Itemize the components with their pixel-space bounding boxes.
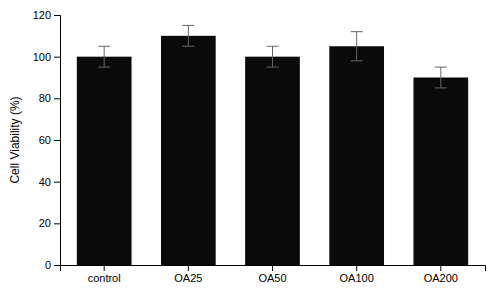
marks [77, 25, 468, 265]
error-stem [440, 67, 441, 88]
bar [413, 78, 468, 266]
error-cap [351, 60, 363, 61]
y-tick-mark [54, 265, 60, 266]
y-tick-mark [54, 15, 60, 16]
y-tick-label: 120 [33, 9, 51, 21]
error-cap [351, 31, 363, 32]
chart: control OA25 OA50 OA100 OA200 0 20 40 60 80 100 120… [0, 0, 500, 300]
x-tick-label: OA25 [174, 272, 202, 284]
x-tick-mark [188, 265, 189, 271]
x-tick: OA100 [340, 265, 374, 284]
y-tick: 20 [39, 217, 60, 229]
x-tick-mark [272, 265, 273, 271]
y-tick-mark [54, 140, 60, 141]
y-tick-label: 100 [33, 51, 51, 63]
y-axis: 0 20 40 60 80 100 120 [33, 9, 61, 271]
error-cap [435, 87, 447, 88]
y-tick-mark [54, 98, 60, 99]
y-tick-label: 0 [45, 259, 51, 271]
y-tick: 40 [39, 176, 60, 188]
error-bar [98, 46, 110, 67]
error-cap [98, 67, 110, 68]
x-tick: OA25 [174, 265, 202, 284]
y-tick-mark [54, 57, 60, 58]
bar [77, 57, 132, 265]
x-tick: OA200 [424, 265, 458, 284]
error-stem [356, 32, 357, 61]
error-cap [267, 46, 279, 47]
y-tick-label: 20 [39, 217, 51, 229]
x-tick-label: OA200 [424, 272, 458, 284]
error-cap [98, 46, 110, 47]
x-tick-label: OA100 [340, 272, 374, 284]
bar [161, 36, 216, 265]
x-tick-mark [440, 265, 441, 271]
error-stem [272, 46, 273, 67]
error-cap [182, 25, 194, 26]
bar [329, 46, 384, 265]
error-bar [182, 25, 194, 46]
y-tick-mark [54, 223, 60, 224]
y-axis-line [54, 16, 61, 266]
error-stem [188, 25, 189, 46]
error-bar [435, 67, 447, 88]
x-tick-label: control [88, 272, 121, 284]
y-axis-title: Cell Viability (%) [8, 96, 22, 183]
error-stem [104, 46, 105, 67]
x-tick-mark [104, 265, 105, 271]
y-tick: 120 [33, 9, 60, 21]
y-tick-label: 40 [39, 176, 51, 188]
x-tick: control [88, 265, 121, 284]
y-tick-mark [54, 182, 60, 183]
y-tick: 100 [33, 51, 60, 63]
x-axis-line [61, 266, 486, 272]
y-tick: 80 [39, 92, 60, 104]
bar [245, 57, 300, 265]
y-tick-label: 80 [39, 92, 51, 104]
error-bar [351, 32, 363, 61]
error-bar [267, 46, 279, 67]
y-tick: 60 [39, 134, 60, 146]
error-cap [267, 67, 279, 68]
y-tick-label: 60 [39, 134, 51, 146]
plot: control OA25 OA50 OA100 OA200 0 20 40 60 80 100 120 [33, 9, 486, 284]
x-tick-mark [356, 265, 357, 271]
y-tick: 0 [45, 259, 60, 271]
error-cap [182, 46, 194, 47]
error-cap [435, 67, 447, 68]
x-tick-label: OA50 [258, 272, 286, 284]
x-axis: control OA25 OA50 OA100 OA200 [61, 265, 486, 284]
x-tick: OA50 [258, 265, 286, 284]
